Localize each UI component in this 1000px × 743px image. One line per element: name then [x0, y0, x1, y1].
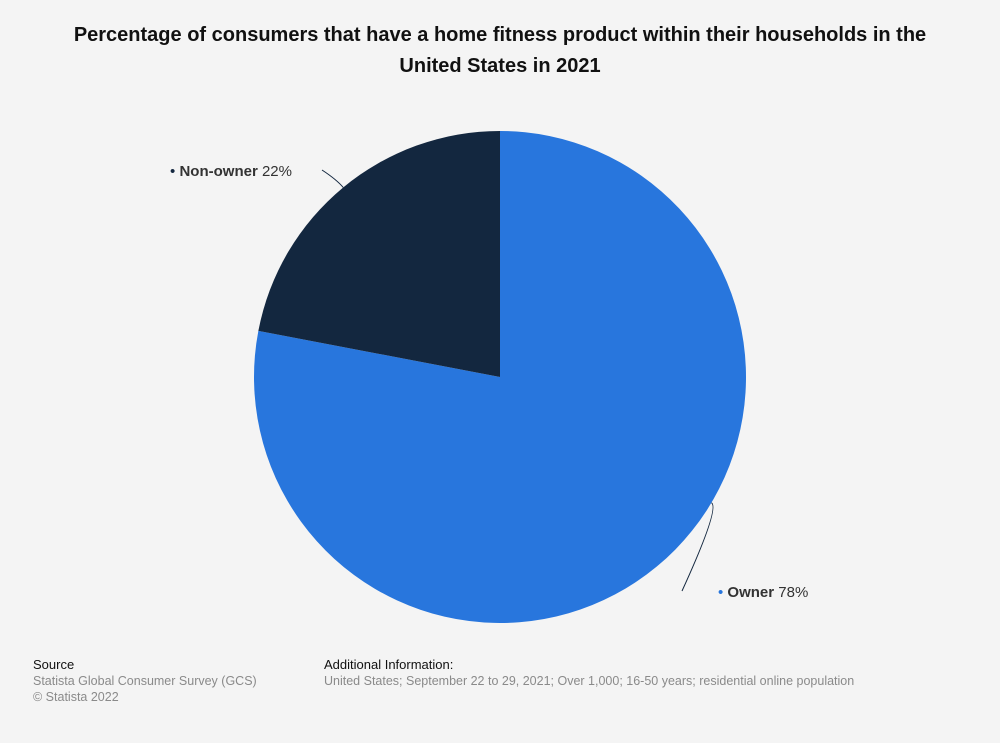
connector-non-owner [321, 169, 344, 188]
pie-slice-non-owner[interactable] [258, 131, 500, 377]
data-label-owner: • Owner 78% [718, 584, 808, 601]
chart-title: Percentage of consumers that have a home… [73, 24, 927, 77]
copyright-text: © Statista 2022 [33, 690, 119, 704]
additional-info-text: United States; September 22 to 29, 2021;… [324, 674, 855, 688]
source-block: Source Statista Global Consumer Survey (… [33, 657, 257, 705]
source-text[interactable]: Statista Global Consumer Survey (GCS) [33, 674, 257, 688]
additional-info-block: Additional Information: United States; S… [324, 657, 854, 689]
connector-owner [681, 502, 714, 592]
source-heading: Source [33, 657, 75, 672]
additional-info-heading: Additional Information: [324, 657, 454, 672]
data-label-non-owner: • Non-owner 22% [170, 163, 292, 180]
